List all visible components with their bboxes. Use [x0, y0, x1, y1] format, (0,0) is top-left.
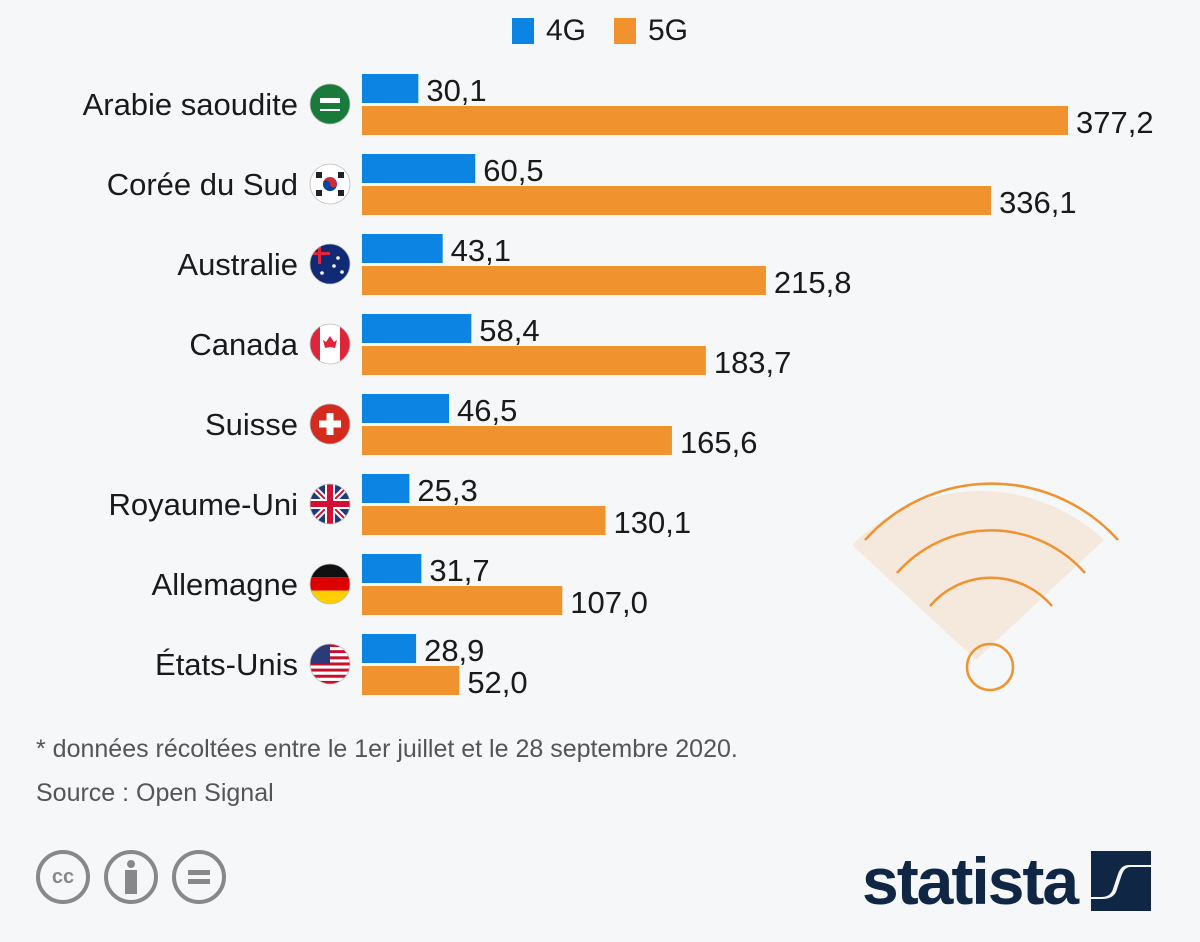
category-label: Allemagne: [152, 567, 298, 602]
value-label-5g: 215,8: [774, 265, 852, 300]
value-label-5g: 336,1: [999, 185, 1077, 220]
value-label-5g: 107,0: [570, 585, 648, 620]
no-derivatives-icon: [172, 850, 226, 904]
chart-row: Allemagne 31,7 107,0: [152, 553, 648, 620]
statista-logo: statista: [862, 843, 1152, 919]
bar-5g: [362, 266, 766, 295]
attribution-icon: [104, 850, 158, 904]
bar-5g: [362, 106, 1068, 135]
category-label: Australie: [177, 247, 298, 282]
uk-flag-icon: [309, 483, 351, 525]
cc-icon: cc: [36, 850, 90, 904]
saudi-arabia-flag-icon: [309, 83, 351, 125]
license-icons: cc: [36, 850, 226, 904]
chart-row: Canada 58,4 183,7: [189, 313, 791, 380]
australia-flag-icon: [309, 243, 351, 285]
value-label-5g: 377,2: [1076, 105, 1154, 140]
chart-row: États-Unis 28,952,0: [155, 633, 528, 700]
chart-row: Suisse 46,5 165,6: [205, 393, 758, 460]
value-label-4g: 46,5: [457, 393, 517, 428]
value-label-4g: 28,9: [424, 633, 484, 668]
bar-4g: [362, 154, 476, 183]
footnote: * données récoltées entre le 1er juillet…: [36, 735, 738, 763]
wifi-signal-icon: [852, 482, 1119, 692]
category-label: Royaume-Uni: [108, 487, 298, 522]
bar-4g: [362, 634, 417, 663]
chart-row: Corée du Sud 60,5 336,1: [107, 153, 1077, 220]
legend-label-5g: 5G: [648, 14, 689, 47]
value-label-5g: 52,0: [467, 665, 527, 700]
category-label: Suisse: [205, 407, 298, 442]
bar-5g: [362, 586, 563, 615]
legend-swatch-4g: [511, 18, 534, 44]
bar-4g: [362, 394, 450, 423]
category-label: Arabie saoudite: [83, 87, 298, 122]
bar-5g: [362, 506, 606, 535]
south-korea-flag-icon: [309, 163, 351, 205]
chart-row: Royaume-Uni 25,3 130,1: [108, 473, 691, 540]
value-label-4g: 58,4: [479, 313, 539, 348]
bar-5g: [362, 186, 992, 215]
legend-swatch-5g: [614, 18, 636, 44]
logo-text: statista: [862, 844, 1079, 918]
value-label-4g: 60,5: [483, 153, 543, 188]
value-label-4g: 25,3: [417, 473, 477, 508]
chart-row: Arabie saoudite 30,1 377,2: [83, 73, 1154, 140]
value-label-5g: 165,6: [680, 425, 758, 460]
source-note: Source : Open Signal: [36, 779, 274, 807]
chart-row: Australie 43,1 215,8: [177, 233, 851, 300]
statista-logo-icon: [1091, 851, 1152, 911]
bar-5g: [362, 666, 460, 695]
category-label: Corée du Sud: [107, 167, 298, 202]
switzerland-flag-icon: [309, 403, 351, 445]
bar-5g: [362, 346, 706, 375]
legend-item-4g: 4G: [511, 14, 586, 48]
value-label-5g: 130,1: [614, 505, 692, 540]
value-label-4g: 31,7: [429, 553, 489, 588]
legend-item-5g: 5G: [614, 14, 688, 48]
bar-4g: [362, 314, 472, 343]
legend: 4G 5G: [0, 14, 1200, 48]
category-label: Canada: [189, 327, 298, 362]
value-label-5g: 183,7: [714, 345, 792, 380]
bar-4g: [362, 554, 422, 583]
bar-4g: [362, 234, 443, 263]
bar-5g: [362, 426, 672, 455]
bar-4g: [362, 474, 410, 503]
category-label: États-Unis: [155, 647, 298, 682]
usa-flag-icon: [309, 643, 351, 685]
legend-label-4g: 4G: [545, 14, 586, 47]
canada-flag-icon: [309, 323, 351, 365]
germany-flag-icon: [309, 563, 351, 605]
value-label-4g: 30,1: [426, 73, 486, 108]
value-label-4g: 43,1: [451, 233, 511, 268]
bar-4g: [362, 74, 419, 103]
